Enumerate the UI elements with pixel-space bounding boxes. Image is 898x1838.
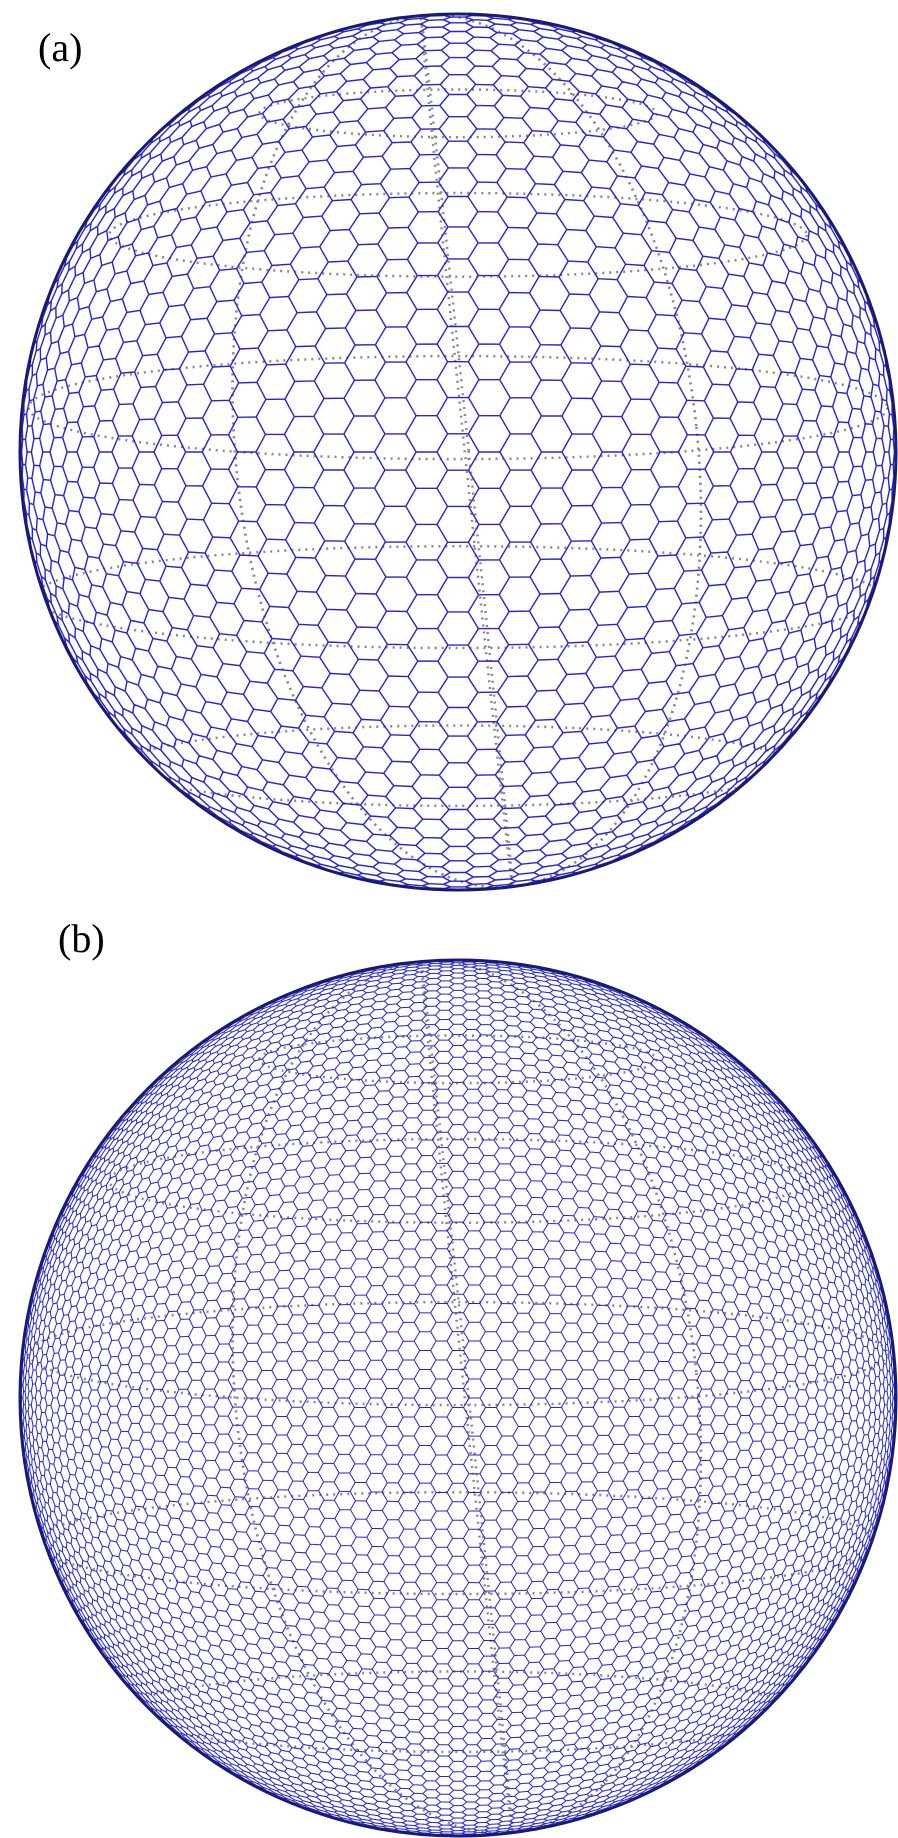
globe-fill xyxy=(20,960,896,1836)
globe-b xyxy=(20,937,896,1838)
figure: (a) (b) xyxy=(0,0,898,1838)
globe-a xyxy=(20,0,896,911)
panel-label: (b) xyxy=(58,916,105,961)
panel-label: (a) xyxy=(38,25,82,70)
page: (a) (b) (() => { const data = JSON.parse… xyxy=(0,0,898,1838)
